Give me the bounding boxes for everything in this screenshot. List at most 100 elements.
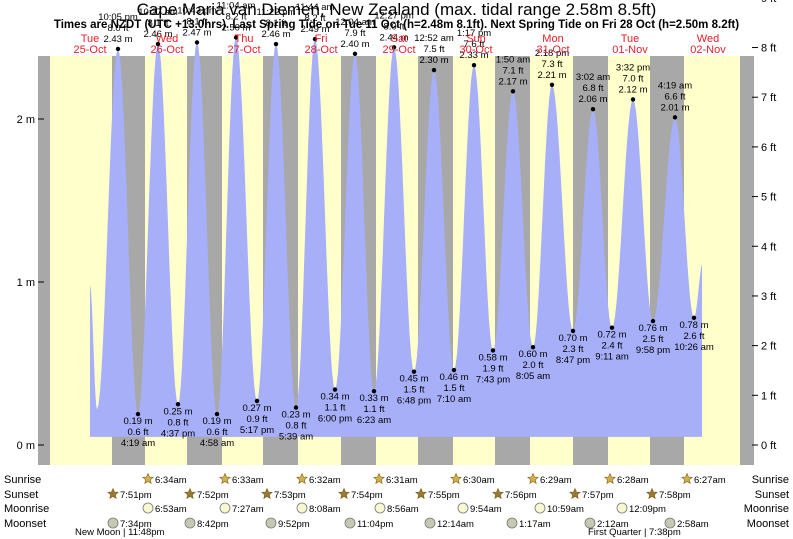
tide-height-ft: 7.6 ft	[463, 39, 484, 50]
moon-icon	[219, 502, 231, 514]
tide-dot	[194, 40, 200, 45]
chart-title: Cape Maria van Diemen, New Zealand (max.…	[136, 0, 657, 19]
tide-dot	[672, 115, 678, 120]
tide-time: 10:26 am	[674, 342, 714, 353]
tide-height-m: 2.17 m	[498, 76, 527, 87]
astro-label-right: Sunrise	[752, 474, 789, 486]
tide-dot	[549, 82, 555, 87]
moon-icon	[616, 502, 628, 514]
tide-height-m: 2.21 m	[537, 70, 566, 81]
tide-points: 10:05 pm8.0 ft2.43 m 0.19 m0.6 ft4:19 am 1…	[98, 1, 714, 450]
sun-icon	[373, 472, 385, 485]
tide-time: 7:43 pm	[476, 374, 510, 385]
tide-height-ft: 7.0 ft	[622, 73, 643, 84]
sun-icon	[681, 472, 693, 485]
high-tide-2: 10:27 am8.1 ft2.46 m	[138, 7, 178, 47]
day-date-label: 29-Oct	[382, 44, 415, 56]
tide-time: 11:04 am	[217, 1, 256, 12]
tide-height-m: 2.33 m	[459, 50, 488, 61]
sun-icon	[338, 487, 350, 500]
tide-height-ft: 2.4 ft	[601, 341, 622, 352]
sun-icon	[646, 487, 658, 500]
moon-icon	[107, 517, 119, 529]
tide-dot	[312, 36, 318, 42]
sun-icon	[492, 487, 504, 500]
tide-height-ft: 8.1 ft	[186, 16, 207, 27]
sun-icon	[219, 472, 231, 485]
tide-dot	[214, 411, 220, 417]
sunset-time: 7:55pm	[428, 490, 460, 501]
y-right-tick: 6 ft	[761, 142, 776, 154]
sunrise-time: 6:29am	[540, 475, 572, 486]
tide-height-m: 0.76 m	[638, 323, 667, 334]
day-date-label: 01-Nov	[612, 44, 648, 56]
astro-label-right: Moonrise	[744, 503, 789, 515]
high-tide-8: 11:22 pm8.1 ft2.46 m	[257, 7, 296, 47]
low-tide-1: 0.19 m0.6 ft4:19 am	[121, 411, 155, 449]
tide-height-ft: 1.1 ft	[363, 404, 384, 415]
tide-time: 12:04 am	[335, 17, 375, 28]
low-tide-23: 0.70 m2.3 ft8:47 pm	[556, 328, 590, 366]
astro-label-right: Sunset	[755, 489, 789, 501]
tide-height-m: 0.19 m	[202, 416, 231, 427]
moonset-time: 9:52pm	[278, 519, 310, 530]
tide-dot	[135, 411, 141, 417]
tide-height-ft: 6.8 ft	[582, 83, 603, 94]
moonset-time: 2:12am	[597, 519, 629, 530]
tide-dot	[411, 369, 417, 374]
tide-height-m: 0.19 m	[123, 416, 152, 427]
y-right-tick: 9 ft	[761, 0, 776, 5]
moonset-time: 12:14am	[437, 519, 474, 530]
tide-height-m: 0.78 m	[679, 320, 708, 331]
tide-dot	[650, 318, 656, 324]
high-tide-12: 12:04 am7.9 ft2.40 m	[335, 17, 375, 56]
sunrise-time: 6:28am	[617, 475, 649, 486]
day-name-label: Tue	[621, 33, 640, 45]
moonrise-time: 8:08am	[309, 504, 341, 515]
y-right-tick: 1 ft	[761, 390, 776, 402]
tide-time: 4:58 am	[200, 438, 234, 449]
sun-icon	[296, 472, 308, 485]
tide-time: 1:17 pm	[457, 28, 491, 39]
moonset-time: 2:58am	[677, 519, 709, 530]
day-name-label: Wed	[156, 33, 178, 45]
tide-dot	[332, 387, 338, 392]
tide-height-m: 0.25 m	[163, 406, 192, 417]
moon-icon	[296, 502, 308, 514]
moonset-time: 11:04pm	[357, 519, 393, 530]
y-left-tick: 2 m	[17, 114, 35, 126]
tide-dot	[630, 97, 636, 102]
sunset-time: 7:57pm	[582, 490, 614, 501]
day-name-label: Sat	[391, 33, 408, 45]
sun-icon	[142, 472, 154, 485]
tide-height-ft: 0.8 ft	[167, 417, 188, 428]
tide-height-m: 0.33 m	[359, 393, 388, 404]
low-tide-19: 0.58 m1.9 ft7:43 pm	[476, 348, 510, 385]
plot-margin-right	[740, 56, 754, 465]
high-tide-0: 10:05 pm8.0 ft2.43 m	[98, 12, 138, 52]
day-name-label: Fri	[315, 33, 328, 45]
moon-icon	[142, 502, 154, 514]
day-date-label: 02-Nov	[690, 44, 726, 56]
y-right-tick: 5 ft	[761, 192, 776, 204]
tide-dot	[510, 89, 516, 94]
tide-height-m: 0.70 m	[558, 333, 587, 344]
high-tide-24: 3:02 am6.8 ft2.06 m	[576, 72, 610, 112]
sunrise-time: 6:32am	[309, 475, 341, 486]
sunrise-time: 6:27am	[694, 475, 726, 486]
moonrise-time: 10:59am	[547, 504, 584, 515]
moonset-time: 7:34pm	[120, 519, 152, 530]
tide-time: 10:05 pm	[98, 12, 138, 23]
low-tide-3: 0.25 m0.8 ft4:37 pm	[161, 402, 195, 439]
tide-height-m: 2.30 m	[419, 55, 448, 66]
tide-height-ft: 2.3 ft	[562, 344, 583, 355]
tide-height-ft: 6.6 ft	[664, 91, 685, 102]
sunset-time: 7:54pm	[351, 490, 383, 501]
tide-curve	[90, 37, 702, 437]
tide-height-m: 2.46 m	[143, 29, 172, 40]
tide-dot	[175, 402, 181, 407]
tide-dot	[233, 35, 239, 40]
tide-dot	[570, 328, 576, 334]
sun-icon	[569, 487, 581, 500]
tide-time: 7:10 am	[437, 394, 471, 405]
